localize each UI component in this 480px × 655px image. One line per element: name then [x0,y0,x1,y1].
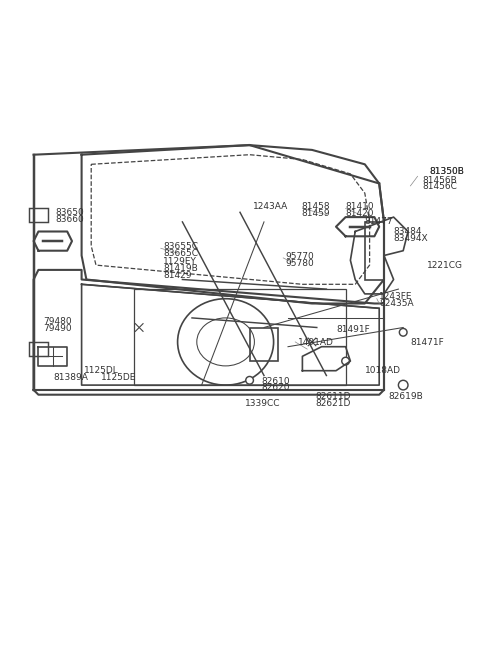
Text: 82611D: 82611D [316,392,351,401]
Text: 81350B: 81350B [430,167,465,176]
Bar [250,328,278,361]
Text: 1125DL: 1125DL [84,366,119,375]
Text: 81429: 81429 [163,271,192,280]
Text: 81491F: 81491F [336,326,370,335]
Text: 83650: 83650 [55,208,84,217]
Text: 81419B: 81419B [163,265,198,273]
Text: 81389A: 81389A [54,373,89,382]
Text: 81458: 81458 [301,202,330,211]
Text: 82610: 82610 [262,377,290,386]
Text: 81477: 81477 [365,217,394,227]
Text: 81459: 81459 [301,209,330,217]
Text: 1129EY: 1129EY [163,257,197,266]
Text: 81471F: 81471F [410,339,444,347]
Text: 1339CC: 1339CC [245,399,280,408]
Text: 1018AD: 1018AD [365,366,401,375]
Bar [134,289,346,385]
Text: 1221CG: 1221CG [427,261,463,270]
Circle shape [246,377,253,384]
Text: 81410: 81410 [346,202,374,211]
Circle shape [398,381,408,390]
Bar [365,222,384,280]
Text: 81456B: 81456B [422,176,457,185]
Circle shape [399,328,407,336]
Text: 81456C: 81456C [422,182,457,191]
Text: 1243AA: 1243AA [253,202,288,211]
Text: 83494X: 83494X [394,234,428,243]
Bar [29,342,48,356]
Text: 83665C: 83665C [163,249,198,258]
Bar [29,208,48,222]
Text: 95770: 95770 [286,252,314,261]
Text: 82619B: 82619B [389,392,423,401]
Text: 81350B: 81350B [430,167,465,176]
Circle shape [342,357,349,365]
Text: 83655C: 83655C [163,242,198,252]
Text: 1243FE: 1243FE [379,291,413,301]
Text: 82435A: 82435A [379,299,414,307]
Text: 1125DE: 1125DE [101,373,136,382]
Text: 79490: 79490 [43,324,72,333]
Text: 83484: 83484 [394,227,422,236]
Text: 95780: 95780 [286,259,314,268]
Text: 82621D: 82621D [316,399,351,408]
Text: 82620: 82620 [262,383,290,392]
Text: 1491AD: 1491AD [298,339,334,347]
Text: 83660: 83660 [55,215,84,223]
Text: 81420: 81420 [346,209,374,217]
Text: 79480: 79480 [43,317,72,326]
